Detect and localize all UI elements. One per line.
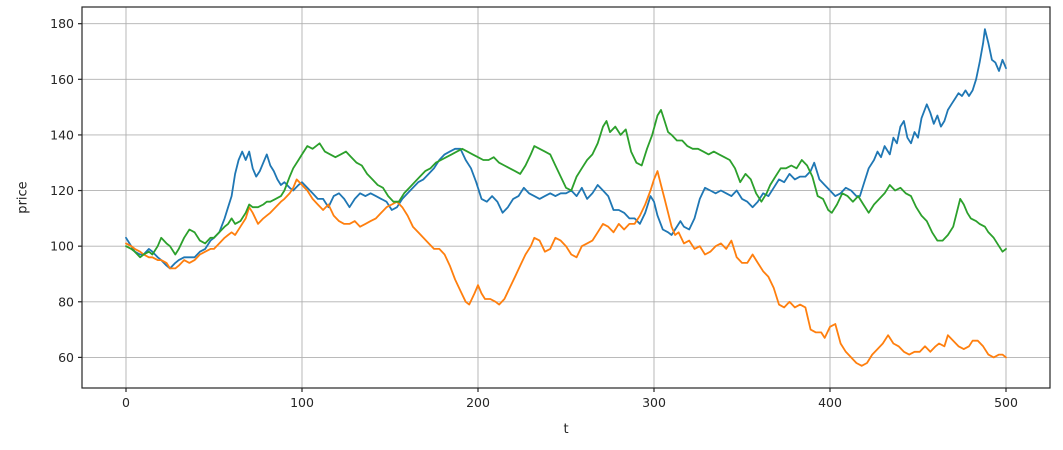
y-axis-label: price <box>16 181 31 213</box>
y-tick-label: 180 <box>50 16 74 31</box>
x-tick-label: 200 <box>466 395 490 410</box>
y-tick-label: 100 <box>50 239 74 254</box>
x-tick-label: 0 <box>122 395 130 410</box>
series-2-orange-line <box>125 170 1007 367</box>
x-tick-label: 100 <box>290 395 314 410</box>
x-tick-label: 300 <box>642 395 666 410</box>
x-axis-label: t <box>563 422 568 437</box>
y-tick-label: 160 <box>50 72 74 87</box>
plot-border <box>81 6 1051 389</box>
line-series <box>125 28 1007 367</box>
y-tick-label: 140 <box>50 127 74 142</box>
tick-labels: 0 100 200 300 400 500 60 80 100 120 140 160 180 <box>50 16 1018 410</box>
axes-spines <box>81 6 1051 389</box>
y-tick-label: 80 <box>58 294 74 309</box>
y-tick-label: 120 <box>50 183 74 198</box>
x-tick-label: 400 <box>818 395 842 410</box>
gridlines <box>82 7 1050 388</box>
axis-ticks <box>78 23 1007 392</box>
x-tick-label: 500 <box>994 395 1018 410</box>
y-tick-label: 60 <box>58 350 74 365</box>
series-3-green-line <box>125 109 1007 259</box>
series-1-blue-line <box>125 28 1007 270</box>
